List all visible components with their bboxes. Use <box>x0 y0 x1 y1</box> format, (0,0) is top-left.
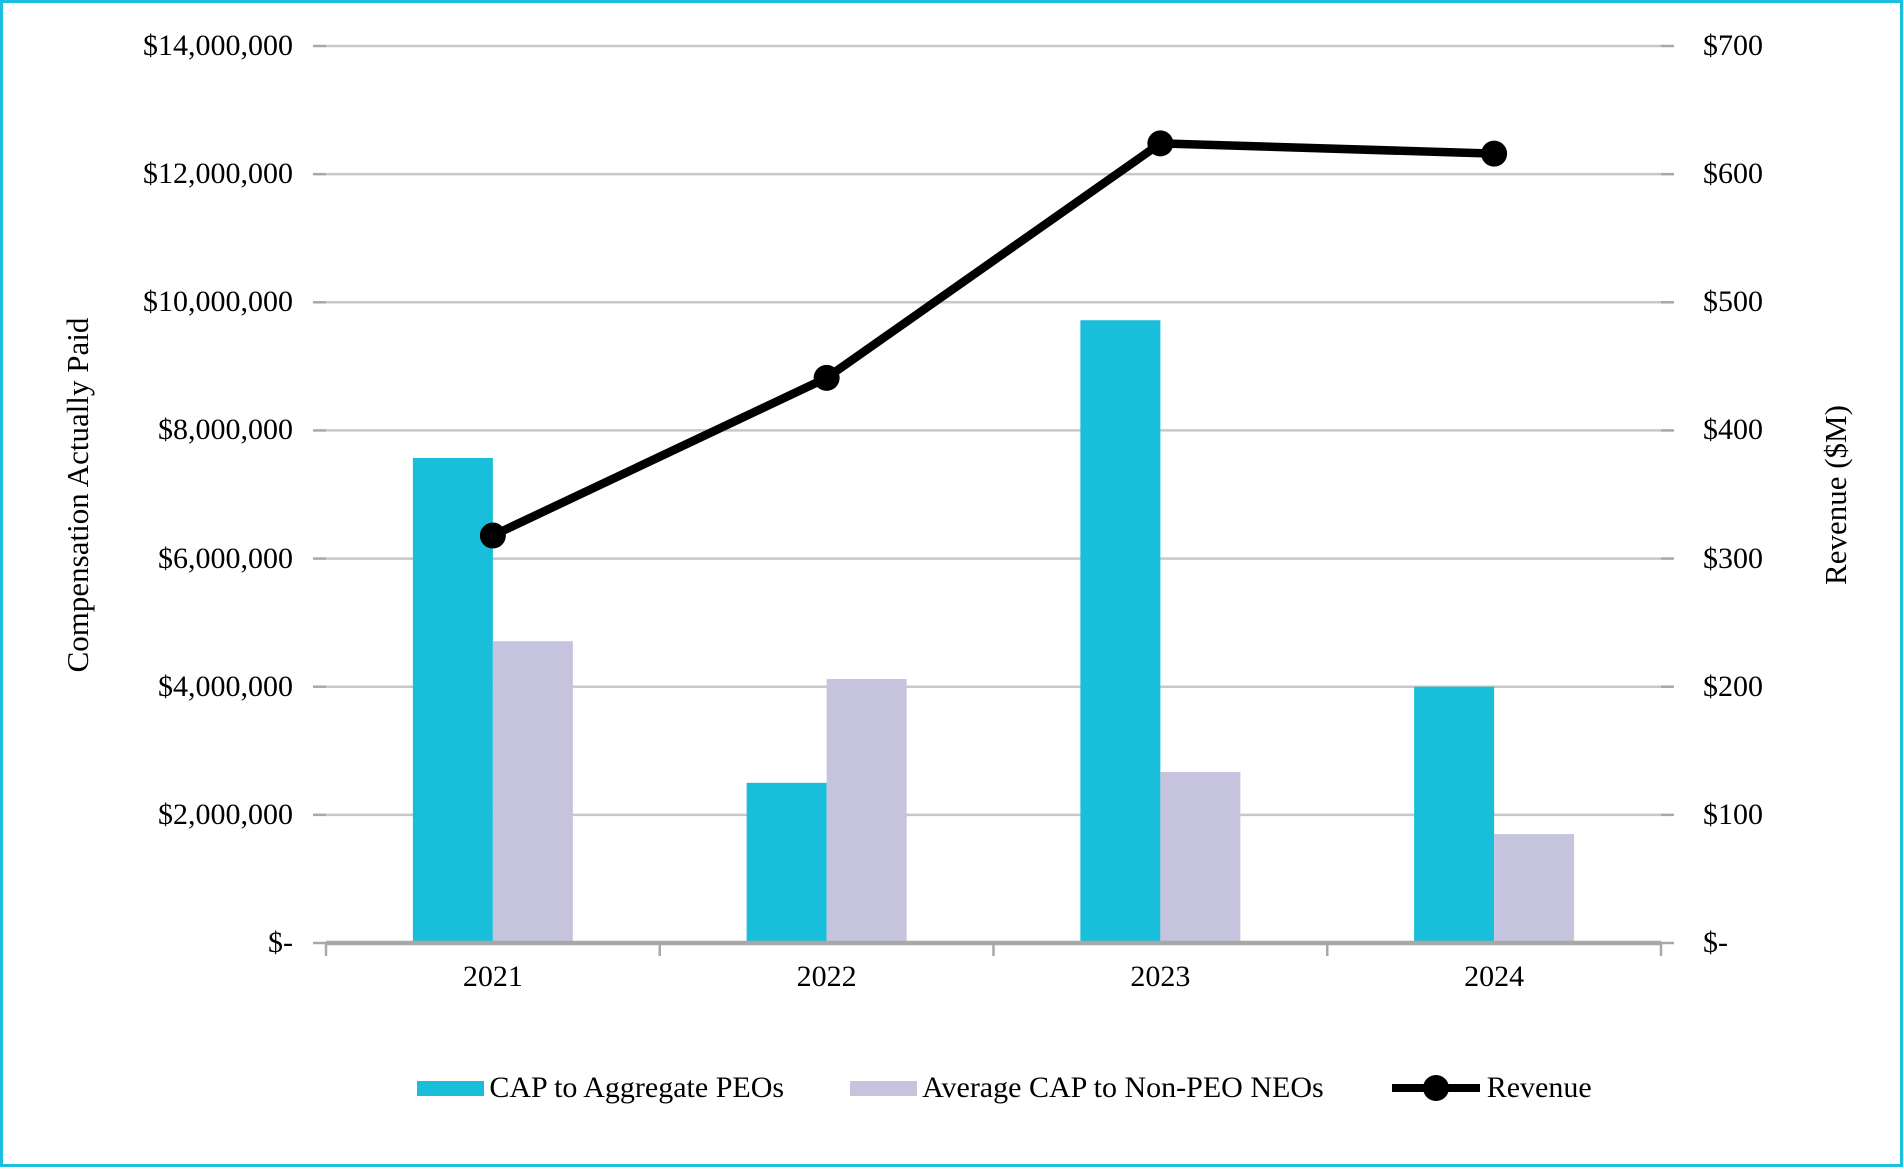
bar-average-cap-to-non-peo-neos-2021 <box>492 641 573 943</box>
legend-swatch-cap-to-aggregate-peos <box>417 1080 485 1096</box>
bar-cap-to-aggregate-peos-2024 <box>1414 686 1495 943</box>
legend-label: CAP to Aggregate PEOs <box>489 1071 785 1104</box>
left-tick-label: $8,000,000 <box>158 413 293 447</box>
legend-label: Average CAP to Non-PEO NEOs <box>922 1071 1324 1104</box>
bar-cap-to-aggregate-peos-2021 <box>412 457 493 943</box>
legend-item-average-cap-to-non-peo-neos: Average CAP to Non-PEO NEOs <box>850 1071 1324 1105</box>
legend-swatch-average-cap-to-non-peo-neos <box>850 1080 918 1096</box>
legend-line-marker-icon <box>1391 1075 1480 1101</box>
bar-average-cap-to-non-peo-neos-2023 <box>1160 771 1241 943</box>
revenue-marker-2023 <box>1147 130 1174 157</box>
right-tick-label: $- <box>1703 926 1728 959</box>
revenue-marker-2024 <box>1481 140 1508 167</box>
right-tick-label: $600 <box>1703 157 1763 191</box>
right-tick-label: $700 <box>1703 29 1763 62</box>
left-tick-label: $6,000,000 <box>158 541 293 575</box>
legend-item-revenue: Revenue <box>1390 1071 1592 1105</box>
left-tick-label: $2,000,000 <box>158 797 293 831</box>
right-axis-title: Revenue ($M) <box>1818 405 1853 585</box>
x-axis-label-2022: 2022 <box>796 960 857 993</box>
right-tick-label: $100 <box>1703 797 1763 831</box>
left-axis-title: Compensation Actually Paid <box>60 317 95 673</box>
bar-average-cap-to-non-peo-neos-2022 <box>826 679 907 943</box>
left-tick-label: $12,000,000 <box>143 157 293 191</box>
left-tick-label: $- <box>268 926 293 959</box>
legend: CAP to Aggregate PEOs Average CAP to Non-… <box>103 1068 1900 1108</box>
plot-area <box>313 44 1674 956</box>
legend-item-cap-to-aggregate-peos: CAP to Aggregate PEOs <box>417 1071 784 1105</box>
x-axis-label-2021: 2021 <box>462 960 523 993</box>
left-tick-label: $10,000,000 <box>143 285 293 319</box>
x-axis-label-2024: 2024 <box>1464 960 1525 993</box>
right-tick-label: $200 <box>1703 669 1763 703</box>
bar-cap-to-aggregate-peos-2022 <box>746 782 827 943</box>
bar-cap-to-aggregate-peos-2023 <box>1080 320 1161 943</box>
revenue-marker-2022 <box>813 364 840 391</box>
left-tick-label: $4,000,000 <box>158 669 293 703</box>
x-axis-label-2023: 2023 <box>1130 960 1191 993</box>
legend-label: Revenue <box>1486 1071 1592 1104</box>
right-tick-label: $300 <box>1703 541 1763 575</box>
right-tick-label: $500 <box>1703 285 1763 319</box>
left-tick-label: $14,000,000 <box>143 29 293 62</box>
revenue-marker-2021 <box>479 522 506 549</box>
revenue-line <box>488 139 1499 540</box>
bar-average-cap-to-non-peo-neos-2024 <box>1494 834 1575 943</box>
right-tick-label: $400 <box>1703 413 1763 447</box>
